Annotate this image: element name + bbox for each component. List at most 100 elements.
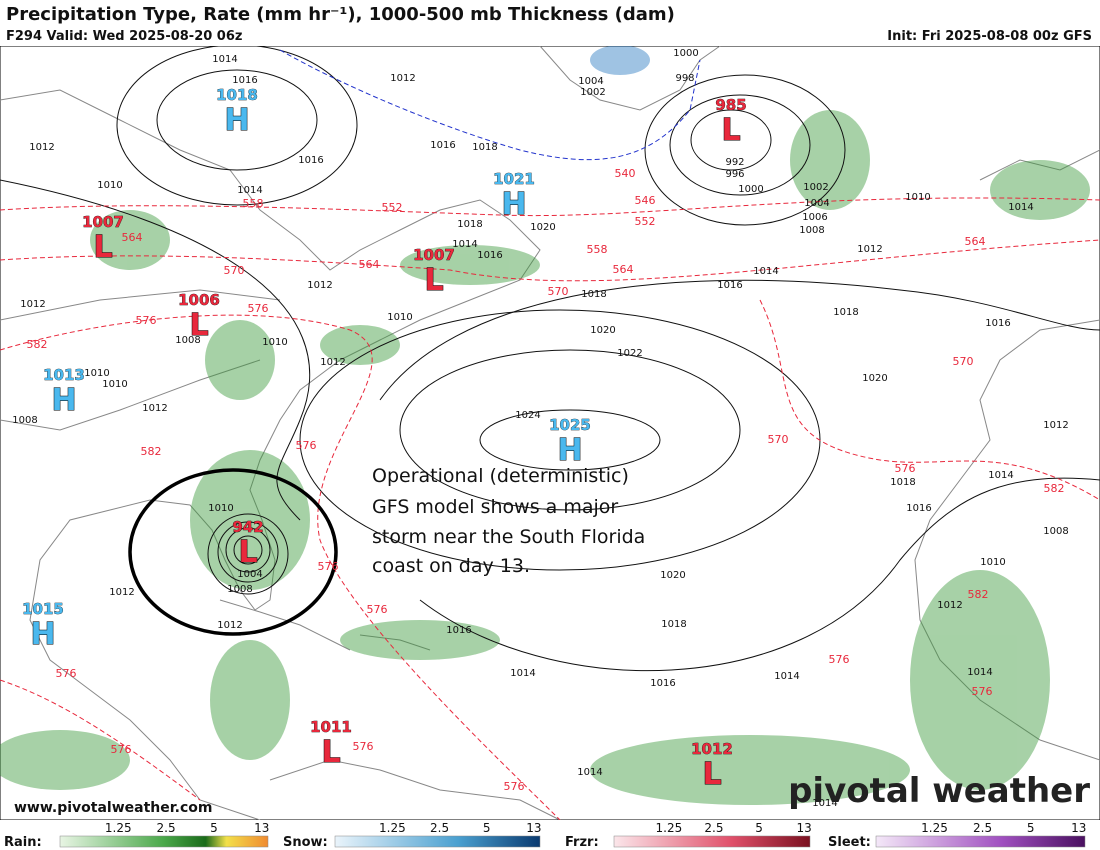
isobar-label: 1012 (109, 587, 134, 598)
thickness-label: 564 (965, 235, 986, 248)
thickness-label: 564 (359, 258, 380, 271)
isobar-label: 1014 (510, 668, 535, 679)
isobar-label: 1018 (890, 477, 915, 488)
pressure-value: 1011 (310, 718, 352, 736)
isobar-label: 998 (675, 73, 694, 84)
pressure-symbol: H (501, 187, 526, 222)
isobar-label: 1016 (446, 625, 471, 636)
thickness-label: 576 (895, 462, 916, 475)
thickness-label: 564 (613, 263, 634, 276)
isobar-label: 1002 (803, 182, 828, 193)
annotation-line: storm near the South Florida (372, 526, 645, 548)
isobar-label: 1010 (262, 337, 287, 348)
isobar-label: 1016 (232, 75, 257, 86)
map-frame (0, 45, 1100, 821)
thickness-540-line (279, 49, 701, 161)
thickness-label: 546 (635, 194, 656, 207)
thickness-label: 576 (367, 603, 388, 616)
thickness-label: 570 (548, 285, 569, 298)
valid-time: F294 Valid: Wed 2025-08-20 06z (6, 29, 242, 44)
legend-tick: 1.25 (379, 821, 406, 835)
url: www.pivotalweather.com (14, 800, 213, 816)
pressure-symbol: L (321, 735, 340, 770)
isobar-label: 1016 (430, 140, 455, 151)
legend-colorbar (875, 835, 1086, 848)
isobar-label: 1006 (802, 212, 827, 223)
land-outlines (0, 45, 1100, 821)
annotation-line: Operational (deterministic) (372, 465, 629, 487)
thickness-label: 582 (1044, 482, 1065, 495)
pressure-value: 1007 (82, 213, 124, 231)
isobar-label: 1008 (799, 225, 824, 236)
isobar-label: 1010 (102, 379, 127, 390)
isobar-label: 1012 (217, 620, 242, 631)
legend: Rain: 1.25 2.5 5 13 Snow: 1.25 2.5 5 13 Frzr: 1.25 2… (4, 821, 1086, 850)
pressure-value: 1013 (43, 366, 85, 384)
isobar-label: 1002 (580, 87, 605, 98)
isobar-label: 1008 (12, 415, 37, 426)
legend-colorbar (334, 835, 541, 848)
legend-tick: 5 (1027, 821, 1035, 835)
init-time: Init: Fri 2025-08-08 00z GFS (887, 29, 1092, 44)
legend-colorbar (59, 835, 269, 848)
thickness-lines (0, 197, 1100, 821)
pressure-value: 1015 (22, 600, 64, 618)
isobar-label: 1020 (862, 373, 887, 384)
isobar-label: 1014 (812, 798, 837, 809)
isobar-label: 1010 (387, 312, 412, 323)
isobar-label: 992 (725, 157, 744, 168)
isobar-label: 1014 (212, 54, 237, 65)
thickness-label: 576 (353, 740, 374, 753)
isobars (0, 44, 1100, 672)
pressure-value: 1025 (549, 416, 591, 434)
pressure-value: 1006 (178, 291, 220, 309)
isobar-label: 1008 (175, 335, 200, 346)
legend-tick: 1.25 (656, 821, 683, 835)
precip-areas (0, 45, 1090, 805)
thickness-label: 582 (141, 445, 162, 458)
isobar-label: 1008 (227, 584, 252, 595)
legend-tick: 2.5 (973, 821, 992, 835)
thickness-label: 576 (248, 302, 269, 315)
legend-tick: 5 (755, 821, 763, 835)
thickness-label: 558 (587, 243, 608, 256)
title: Precipitation Type, Rate (mm hr⁻¹), 1000… (6, 4, 675, 25)
isobar-label: 1014 (237, 185, 262, 196)
isobar-label: 1014 (967, 667, 992, 678)
legend-tick: 1.25 (105, 821, 132, 835)
pressure-value: 1012 (691, 740, 733, 758)
annotation-line: coast on day 13. (372, 555, 530, 577)
legend-tick: 5 (210, 821, 218, 835)
legend-tick: 13 (796, 821, 811, 835)
storm-highlight-circle (128, 468, 338, 636)
isobar-label: 996 (725, 169, 744, 180)
isobar-label: 1016 (298, 155, 323, 166)
isobar-label: 1018 (581, 289, 606, 300)
legend-label: Sleet: (828, 835, 871, 850)
isobar-label: 1018 (661, 619, 686, 630)
thickness-label: 576 (136, 314, 157, 327)
isobar-label: 1012 (857, 244, 882, 255)
header-bg (0, 0, 1100, 46)
legend-tick: 2.5 (430, 821, 449, 835)
isobar-label: 1012 (142, 403, 167, 414)
isobar-label: 1014 (452, 239, 477, 250)
pressure-symbol: H (557, 433, 582, 468)
pressure-symbol: L (238, 535, 257, 570)
isobar-label: 1012 (1043, 420, 1068, 431)
isobar-label: 1016 (985, 318, 1010, 329)
isobar-label: 1012 (320, 357, 345, 368)
legend-tick: 13 (1071, 821, 1086, 835)
thickness-label: 570 (224, 264, 245, 277)
legend-colorbar (613, 835, 811, 848)
pressure-value: 985 (715, 96, 746, 114)
pressure-value: 1007 (413, 246, 455, 264)
isobar-label: 1018 (833, 307, 858, 318)
isobar-label: 1004 (237, 569, 262, 580)
pressure-symbol: L (189, 308, 208, 343)
isobar-label: 1004 (804, 198, 829, 209)
pressure-value: 1018 (216, 86, 258, 104)
